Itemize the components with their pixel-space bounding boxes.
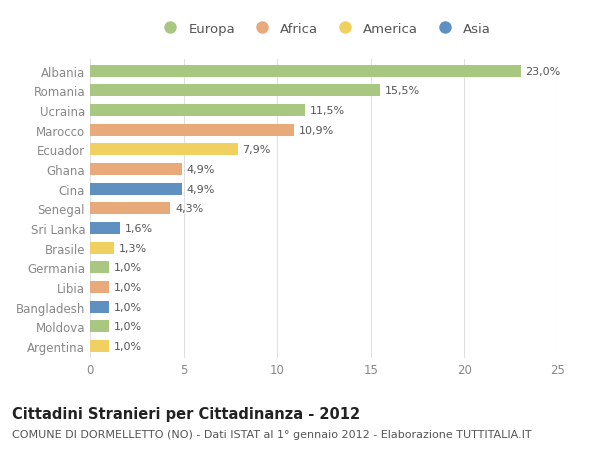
Text: 10,9%: 10,9%	[299, 125, 334, 135]
Text: Cittadini Stranieri per Cittadinanza - 2012: Cittadini Stranieri per Cittadinanza - 2…	[12, 406, 360, 421]
Bar	[90, 320, 109, 333]
Bar	[90, 144, 238, 156]
Text: 7,9%: 7,9%	[242, 145, 271, 155]
Bar	[90, 163, 182, 176]
Text: 4,9%: 4,9%	[187, 184, 215, 194]
Bar	[90, 105, 305, 117]
Bar	[90, 203, 170, 215]
Text: 1,6%: 1,6%	[125, 224, 153, 234]
Bar	[90, 242, 115, 254]
Bar	[90, 124, 294, 136]
Text: COMUNE DI DORMELLETTO (NO) - Dati ISTAT al 1° gennaio 2012 - Elaborazione TUTTIT: COMUNE DI DORMELLETTO (NO) - Dati ISTAT …	[12, 429, 532, 439]
Text: 1,0%: 1,0%	[113, 341, 142, 351]
Bar	[90, 183, 182, 195]
Bar	[90, 85, 380, 97]
Text: 23,0%: 23,0%	[525, 67, 560, 77]
Text: 1,0%: 1,0%	[113, 302, 142, 312]
Text: 4,3%: 4,3%	[175, 204, 203, 214]
Text: 4,9%: 4,9%	[187, 165, 215, 174]
Bar	[90, 65, 521, 78]
Bar	[90, 223, 120, 235]
Bar	[90, 301, 109, 313]
Text: 1,0%: 1,0%	[113, 282, 142, 292]
Text: 1,0%: 1,0%	[113, 263, 142, 273]
Text: 11,5%: 11,5%	[310, 106, 345, 116]
Text: 1,3%: 1,3%	[119, 243, 147, 253]
Bar	[90, 281, 109, 293]
Bar	[90, 262, 109, 274]
Text: 1,0%: 1,0%	[113, 322, 142, 331]
Text: 15,5%: 15,5%	[385, 86, 420, 96]
Bar	[90, 340, 109, 353]
Legend: Europa, Africa, America, Asia: Europa, Africa, America, Asia	[152, 17, 496, 41]
